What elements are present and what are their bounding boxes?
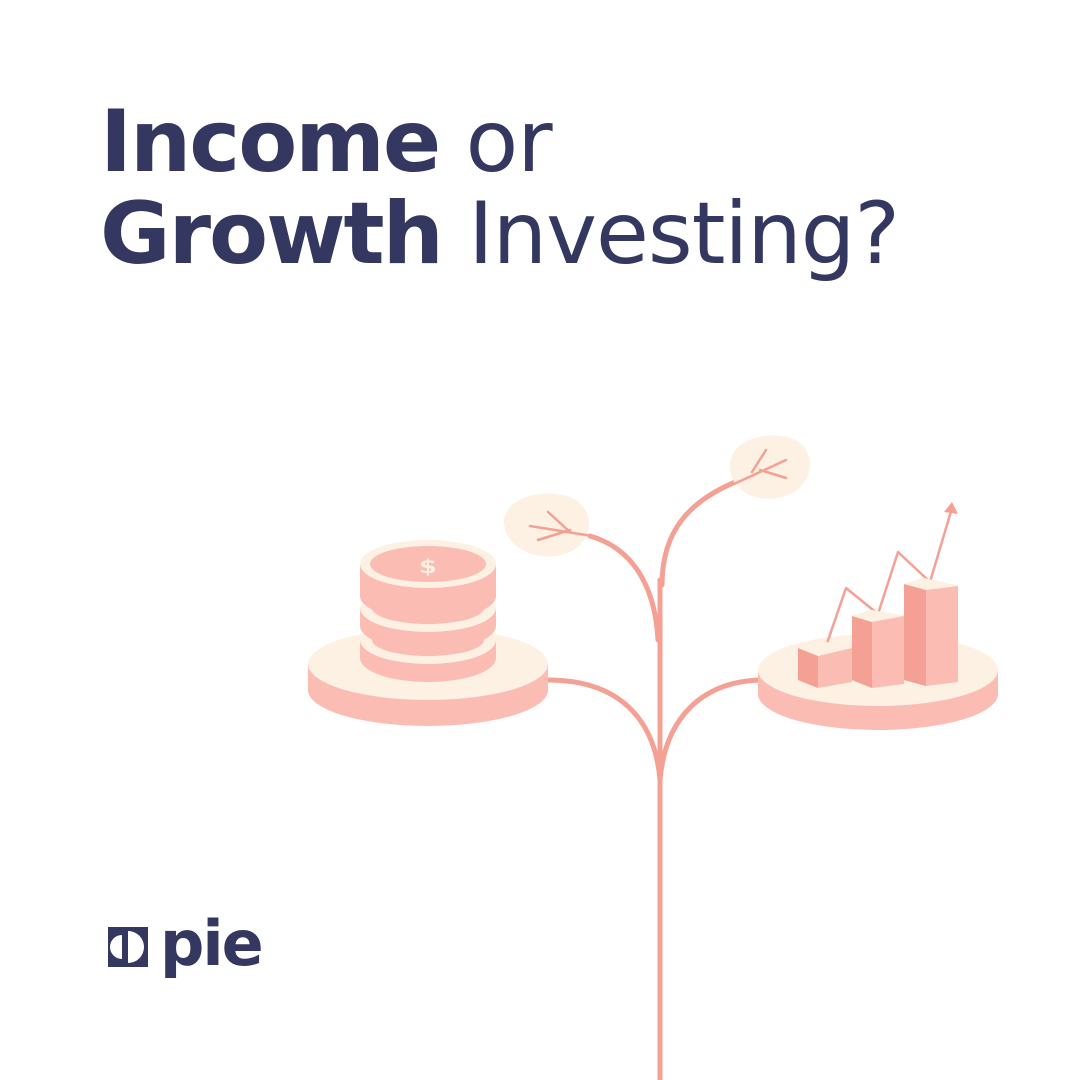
coin-dollar-sign: $ [419,557,437,578]
headline: Income or Growth Investing? [100,96,900,280]
leaf-icon-right [729,435,811,499]
headline-growth: Growth [100,184,444,284]
headline-line-2: Growth Investing? [100,188,900,280]
pie-logo: pie [108,907,264,980]
logo-text: pie [160,907,264,980]
pie-logo-mark-icon [108,927,148,967]
coin-stack-icon: $ [360,540,496,682]
headline-investing: Investing? [441,184,900,284]
headline-income: Income [100,92,441,192]
headline-line-1: Income or [100,96,899,188]
plant-stem-icon [545,477,763,1080]
leaf-icon [503,493,594,557]
bar-chart-growth-icon [798,502,958,688]
headline-or: or [439,92,553,192]
